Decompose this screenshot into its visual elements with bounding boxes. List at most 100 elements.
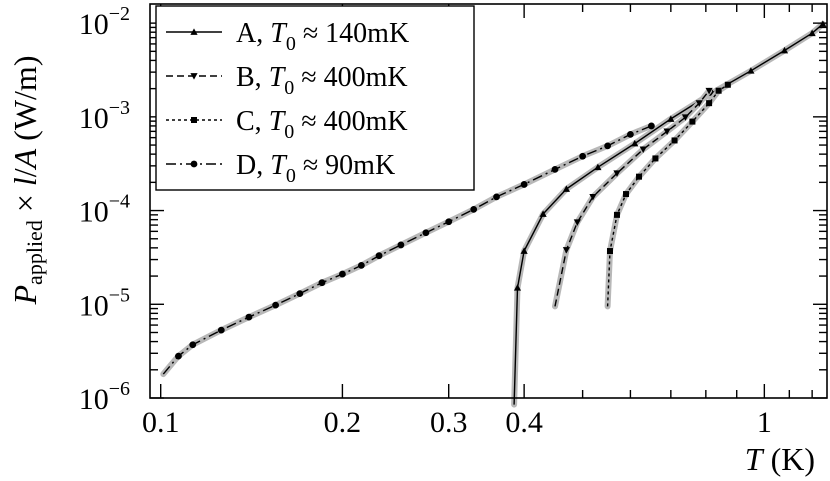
plot-area: [160, 20, 827, 408]
y-axis-label-a: A: [7, 148, 43, 170]
series-D-point: [245, 313, 253, 321]
series-C-point: [606, 248, 613, 255]
y-tick-label: 10−3: [79, 97, 130, 135]
legend-label: C, T0 ≈ 400mK: [236, 106, 408, 143]
x-tick-label: 0.1: [142, 406, 180, 439]
series-D-point: [272, 301, 279, 309]
series-B-point: [695, 100, 703, 107]
legend-t-symbol: T: [270, 18, 288, 49]
y-tick-exp: −4: [109, 191, 130, 213]
series-A-point: [594, 163, 602, 171]
y-tick-label: 10−5: [79, 284, 130, 322]
x-axis-label-unit: (K): [763, 441, 815, 477]
series-C-point: [652, 155, 659, 162]
series-D-point: [648, 122, 655, 130]
series-D-point: [175, 352, 182, 360]
series-B-point: [705, 87, 713, 95]
y-axis-label-sub: applied: [22, 220, 47, 285]
y-tick-base: 10: [79, 383, 109, 416]
y-tick-exp: −6: [109, 378, 130, 400]
legend-entry-D: D, T0 ≈ 90mK: [166, 150, 395, 187]
series-D-point: [470, 205, 478, 213]
legend-series-name: B,: [236, 62, 269, 93]
series-B-point: [663, 128, 671, 135]
x-axis-label: T (K): [745, 441, 815, 477]
legend-entry-C: C, T0 ≈ 400mK: [166, 106, 408, 143]
y-tick-base: 10: [79, 8, 109, 41]
series-A-point: [667, 115, 675, 122]
series-D-point: [397, 241, 405, 249]
legend-t0-value: ≈ 400mK: [294, 106, 407, 137]
series-D-point: [339, 270, 346, 278]
y-axis-label-rest: ×: [7, 186, 43, 220]
series-D-point: [520, 181, 528, 188]
legend-entry-A: A, T0 ≈ 140mK: [166, 18, 409, 55]
series-C-point: [636, 173, 643, 180]
series-B-point: [639, 146, 647, 153]
legend-swatch-marker: [190, 73, 198, 80]
y-axis-label: Papplied × l/A (W/m): [7, 56, 47, 306]
series-D-point: [422, 229, 430, 237]
series-A-band: [511, 21, 826, 408]
y-tick-base: 10: [79, 289, 109, 322]
series-C-point: [706, 100, 713, 107]
y-tick-exp: −5: [109, 284, 130, 306]
y-tick-base: 10: [79, 102, 109, 135]
legend-swatch-marker: [190, 160, 198, 168]
series-B: [552, 87, 713, 310]
series-B-point: [613, 170, 621, 177]
x-tick-label: 0.3: [430, 406, 468, 439]
legend-label: D, T0 ≈ 90mK: [236, 150, 395, 187]
series-D-point: [445, 218, 453, 226]
series-D-point: [217, 326, 225, 334]
series-D-point: [375, 252, 383, 260]
legend-t0-value: ≈ 400mK: [294, 62, 407, 93]
y-tick-base: 10: [79, 196, 109, 229]
series-A-point: [539, 210, 547, 217]
legend-t0-value: ≈ 90mK: [296, 150, 395, 181]
legend-swatch-marker: [191, 117, 197, 123]
x-tick-label: 0.2: [324, 406, 362, 439]
series-B-point: [562, 247, 571, 254]
series-A-point: [808, 29, 816, 37]
legend-t-subscript: 0: [286, 165, 296, 187]
series-B-band: [552, 87, 713, 310]
series-D-point: [627, 130, 634, 138]
series-A-point: [747, 67, 755, 74]
series-C-point: [671, 137, 678, 144]
legend-box: [155, 5, 475, 191]
legend-t-symbol: T: [269, 106, 287, 137]
y-tick-label: 10−2: [79, 3, 130, 41]
series-D-point: [189, 341, 197, 349]
series-C-point: [689, 118, 696, 125]
legend-t-subscript: 0: [284, 77, 294, 99]
series-C-point: [613, 211, 620, 218]
series-D: [160, 122, 655, 378]
series-A-point: [562, 185, 571, 192]
plot-frame: [149, 3, 828, 399]
x-tick-label: 1: [757, 406, 772, 439]
legend-t0-value: ≈ 140mK: [296, 18, 409, 49]
series-D-point: [551, 165, 559, 173]
legend-t-symbol: T: [270, 150, 288, 181]
series-C-point: [724, 81, 731, 88]
series-D-line: [162, 125, 652, 375]
legend-swatch-marker: [190, 28, 198, 35]
series-A-point: [513, 284, 522, 291]
y-tick-exp: −3: [109, 97, 130, 119]
series-A: [511, 20, 827, 408]
x-tick-label: 0.4: [505, 406, 543, 439]
x-axis-label-var: T: [745, 441, 765, 477]
series-B-point: [681, 114, 690, 121]
legend-t-symbol: T: [269, 62, 287, 93]
series-D-point: [296, 290, 304, 298]
series-A-point: [780, 46, 789, 54]
legend-label: B, T0 ≈ 400mK: [236, 62, 408, 99]
series-A-point: [520, 247, 528, 254]
series-C-line: [606, 84, 729, 307]
series-B-point: [589, 193, 597, 201]
y-axis-label-l: l: [7, 177, 43, 186]
series-D-point: [318, 279, 326, 287]
y-tick-label: 10−6: [79, 378, 130, 416]
